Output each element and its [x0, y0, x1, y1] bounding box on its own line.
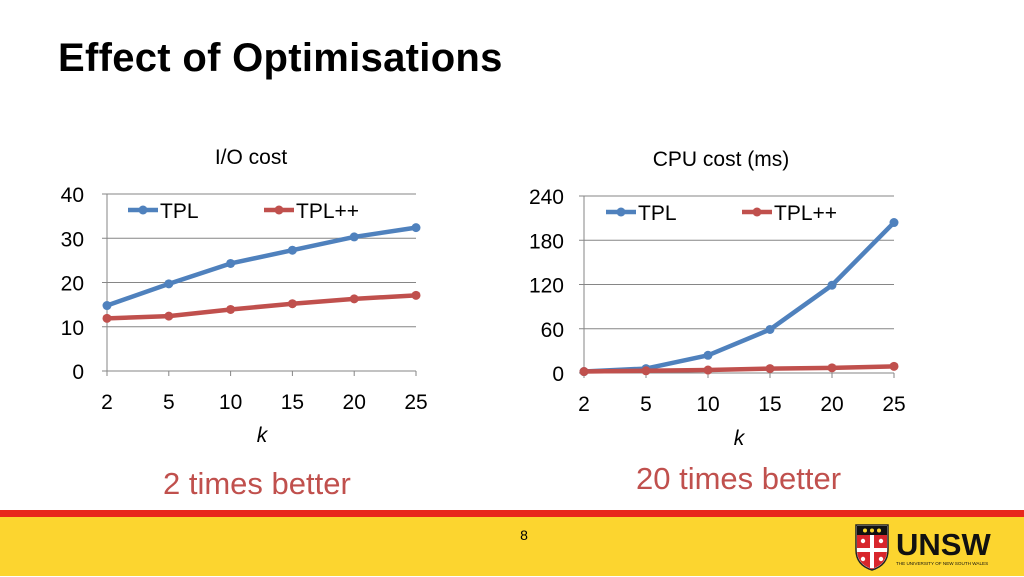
io-series-tpl-plus-point — [164, 311, 174, 321]
footer-bar — [0, 510, 1024, 576]
io-series-tpl-legend-marker — [138, 205, 148, 215]
cpu-series-tpl-plus-point — [827, 363, 837, 373]
cpu-y-tick-label: 60 — [541, 319, 564, 342]
io-x-tick-label: 5 — [163, 391, 175, 414]
cpu-series-tpl-plus-point — [765, 364, 775, 374]
io-x-tick-label: 2 — [101, 391, 113, 414]
io-x-axis-label: k — [257, 424, 269, 447]
io-series-tpl-point — [349, 232, 359, 242]
io-y-tick-label: 20 — [61, 273, 84, 296]
io-x-tick-label: 10 — [219, 391, 242, 414]
io-series-tpl-plus-point — [226, 304, 236, 314]
cpu-series-tpl-plus-point — [579, 367, 589, 377]
cpu-y-tick-label: 180 — [529, 230, 564, 253]
io-series-tpl-point — [164, 279, 174, 289]
cpu-gridlines — [579, 195, 894, 374]
cpu-series-tpl-point — [827, 280, 837, 290]
cpu-x-tick-label: 20 — [820, 393, 843, 416]
cpu-x-tick-label: 5 — [640, 393, 652, 416]
io-x-tick-label: 25 — [404, 391, 427, 414]
cpu-series-tpl-plus-point — [889, 361, 899, 371]
cpu-chart-title: CPU cost (ms) — [653, 148, 790, 171]
cpu-cost-caption: 20 times better — [636, 461, 842, 496]
cpu-y-tick-label: 240 — [529, 186, 564, 209]
io-series-tpl-plus-point — [349, 294, 359, 304]
io-y-tick-label: 0 — [72, 361, 84, 384]
io-y-tick-label: 10 — [61, 317, 84, 340]
io-series-tpl-plus-point — [287, 299, 297, 309]
io-series-tpl-plus-point — [411, 290, 421, 300]
io-series-tpl-plus — [102, 290, 421, 323]
cpu-series-tpl-plus-legend-marker — [752, 207, 762, 217]
io-series-tpl-point — [226, 258, 236, 268]
logo-wordmark: UNSW — [896, 527, 991, 562]
page-number: 8 — [520, 527, 528, 543]
cpu-series-tpl-point — [703, 350, 713, 360]
cpu-series-tpl-plus-line — [581, 364, 897, 374]
io-series-tpl-plus-legend-label: TPL++ — [296, 200, 359, 223]
cpu-series-tpl-plus-legend-label: TPL++ — [774, 202, 837, 225]
unsw-crest-icon: UNSW THE UNIVERSITY OF NEW SOUTH WALES — [855, 524, 991, 571]
cpu-x-tick-label: 25 — [882, 393, 905, 416]
io-gridlines — [102, 193, 416, 372]
logo-subtitle: THE UNIVERSITY OF NEW SOUTH WALES — [896, 561, 988, 566]
footer-red-stripe — [0, 510, 1024, 517]
io-series-tpl-point — [411, 223, 421, 233]
io-series-tpl-line — [104, 225, 419, 308]
cpu-series-tpl-plus — [579, 361, 899, 377]
cpu-series-tpl-plus-point — [703, 365, 713, 375]
cpu-x-tick-label: 2 — [578, 393, 590, 416]
cpu-y-tick-label: 0 — [552, 363, 564, 386]
slide-title: Effect of Optimisations — [58, 36, 503, 80]
io-series-tpl-plus-point — [102, 313, 112, 323]
cpu-series-tpl-line — [581, 220, 897, 374]
cpu-x-tick-label: 15 — [758, 393, 781, 416]
cpu-series-tpl-point — [889, 218, 899, 228]
io-y-tick-label: 40 — [61, 184, 84, 207]
io-series-tpl-point — [287, 245, 297, 255]
io-chart-title: I/O cost — [215, 146, 288, 169]
cpu-series-tpl-point — [765, 324, 775, 334]
cpu-y-tick-label: 120 — [529, 275, 564, 298]
cpu-series-tpl-legend-marker — [616, 207, 626, 217]
io-series-tpl-legend-label: TPL — [160, 200, 199, 223]
io-cost-caption: 2 times better — [163, 466, 351, 501]
cpu-x-axis-label: k — [734, 427, 746, 450]
cpu-series-tpl — [579, 218, 899, 377]
cpu-series-tpl-legend-label: TPL — [638, 202, 677, 225]
cpu-x-tick-label: 10 — [696, 393, 719, 416]
io-x-tick-label: 15 — [281, 391, 304, 414]
io-y-tick-label: 30 — [61, 228, 84, 251]
unsw-logo: UNSW THE UNIVERSITY OF NEW SOUTH WALES — [852, 522, 1008, 572]
io-series-tpl-plus-line — [104, 293, 419, 321]
io-x-tick-label: 20 — [343, 391, 366, 414]
io-series-tpl-point — [102, 301, 112, 311]
io-series-tpl — [102, 223, 421, 311]
io-series-tpl-plus-legend-marker — [274, 205, 284, 215]
cpu-series-tpl-plus-point — [641, 366, 651, 376]
